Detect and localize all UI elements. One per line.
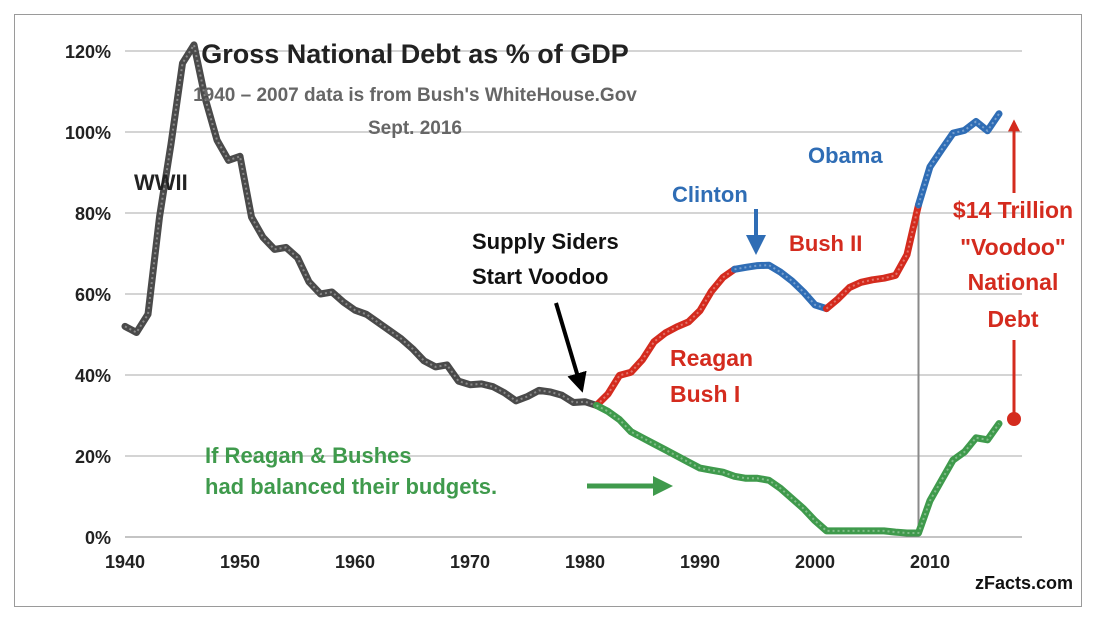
annotation-wwii: WWII <box>134 170 188 195</box>
annotation-bush-ii: Bush II <box>789 231 862 256</box>
x-tick-label: 2000 <box>795 552 835 572</box>
series-line-pre_reagan <box>121 41 600 409</box>
y-tick-label: 120% <box>65 42 111 62</box>
chart-subtitle-line1: 1940 – 2007 data is from Bush's WhiteHou… <box>193 85 637 106</box>
debt-chart: 0%20%40%60%80%100%120% 1940 1950 1960 1970 1… <box>65 39 1073 593</box>
annotation-debt-line2: "Voodoo" <box>960 234 1066 260</box>
series-texture-bush_ii <box>825 204 920 310</box>
chart-frame: 0% 20% 40% 60% 80% 100% 120% 1940 1950 1960 1970 1… <box>14 14 1082 607</box>
x-tick-label: 1950 <box>220 552 260 572</box>
annotation-supply-siders-line1: Supply Siders <box>472 229 619 254</box>
y-tick-label: 40% <box>75 366 111 386</box>
grid <box>125 50 1022 457</box>
y-tick-label: 60% <box>75 285 111 305</box>
y-tick-label: 0% <box>85 528 111 548</box>
series-texture-reagan_bush_i <box>595 268 736 407</box>
chart-title: Gross National Debt as % of GDP <box>201 39 629 69</box>
series-texture-obama <box>917 113 1000 206</box>
supply-siders-arrow <box>554 302 587 393</box>
annotation-balanced-line2: had balanced their budgets. <box>205 474 497 499</box>
series <box>121 41 1003 537</box>
annotation-supply-siders-line2: Start Voodoo <box>472 264 608 289</box>
annotation-balanced-line1: If Reagan & Bushes <box>205 443 412 468</box>
y-tick-labels: 0% 20% 40% 60% 80% 100% 120% <box>65 42 111 548</box>
series-line-clinton <box>731 261 830 313</box>
annotation-obama: Obama <box>808 143 883 168</box>
annotation-debt-line4: Debt <box>987 306 1038 332</box>
series-line-obama <box>915 110 1003 209</box>
series-line-bush_ii <box>823 201 922 313</box>
x-tick-label: 1940 <box>105 552 145 572</box>
annotation-debt-line3: National <box>968 269 1059 295</box>
series-texture-clinton <box>734 264 827 310</box>
debt-arrow-dot <box>1007 412 1021 426</box>
annotation-debt-line1: $14 Trillion <box>953 197 1073 223</box>
annotation-reagan-line2: Bush I <box>670 381 740 407</box>
source-label: zFacts.com <box>975 573 1073 593</box>
annotation-clinton: Clinton <box>672 182 748 207</box>
y-tick-label: 20% <box>75 447 111 467</box>
x-tick-label: 2010 <box>910 552 950 572</box>
series-texture-pre_reagan <box>124 43 597 407</box>
series-line-reagan_bush_i <box>593 265 738 409</box>
x-tick-label: 1960 <box>335 552 375 572</box>
series-texture-balanced_budgets <box>596 404 1000 534</box>
annotation-reagan-line1: Reagan <box>670 345 753 371</box>
x-tick-label: 1970 <box>450 552 490 572</box>
y-tick-label: 80% <box>75 204 111 224</box>
x-tick-label: 1990 <box>680 552 720 572</box>
y-tick-label: 100% <box>65 123 111 143</box>
chart-subtitle-line2: Sept. 2016 <box>368 118 462 139</box>
x-tick-labels: 1940 1950 1960 1970 1980 1990 2000 2010 <box>105 552 950 572</box>
x-tick-label: 1980 <box>565 552 605 572</box>
series-line-balanced_budgets <box>593 401 1003 537</box>
